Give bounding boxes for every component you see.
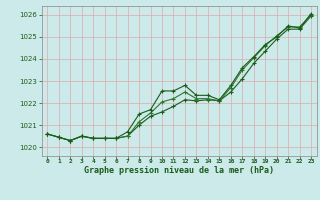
X-axis label: Graphe pression niveau de la mer (hPa): Graphe pression niveau de la mer (hPa): [84, 166, 274, 175]
